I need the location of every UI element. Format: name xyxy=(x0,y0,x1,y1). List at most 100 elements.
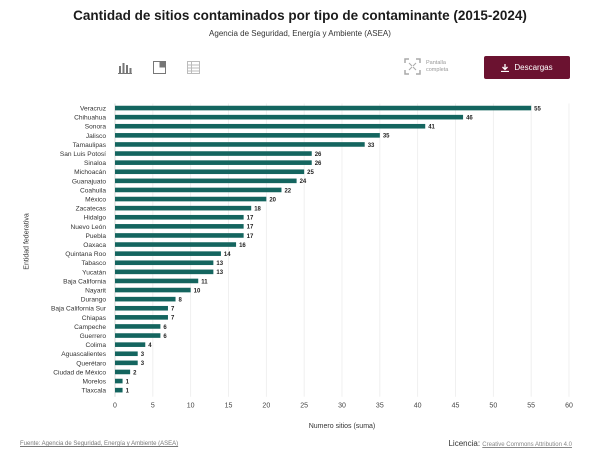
category-label: Sonora xyxy=(85,124,107,131)
bar[interactable] xyxy=(115,142,365,147)
category-label: Tamaulipas xyxy=(73,142,107,149)
bar-value-label: 26 xyxy=(315,161,322,167)
x-tick-label: 60 xyxy=(565,403,573,410)
bar-chart-icon xyxy=(118,62,132,74)
x-axis-title: Numero sitios (suma) xyxy=(309,423,376,430)
bar[interactable] xyxy=(115,178,297,184)
fullscreen-icon xyxy=(404,58,421,75)
x-tick-label: 55 xyxy=(527,403,535,410)
bar[interactable] xyxy=(115,369,131,375)
x-tick-label: 50 xyxy=(489,403,497,410)
x-tick-label: 5 xyxy=(151,403,155,410)
bar[interactable] xyxy=(115,387,123,393)
bar[interactable] xyxy=(115,196,267,202)
bar[interactable] xyxy=(115,324,161,329)
bar-value-label: 20 xyxy=(269,197,276,203)
bar[interactable] xyxy=(115,260,214,266)
table-view-button[interactable] xyxy=(182,56,204,78)
download-icon xyxy=(501,63,510,72)
bar[interactable] xyxy=(115,233,244,238)
bar-value-label: 24 xyxy=(300,179,307,185)
bar-value-label: 10 xyxy=(194,288,201,294)
bar[interactable] xyxy=(115,105,532,111)
category-label: Chihuahua xyxy=(74,115,106,122)
bar[interactable] xyxy=(115,187,282,193)
x-tick-label: 15 xyxy=(225,403,233,410)
x-tick-label: 35 xyxy=(376,403,384,410)
x-tick-label: 45 xyxy=(452,403,460,410)
source-link[interactable]: Fuente: Agencia de Seguridad, Energía y … xyxy=(20,441,179,447)
bar[interactable] xyxy=(115,123,426,129)
table-icon xyxy=(186,60,200,74)
bar-value-label: 3 xyxy=(141,361,145,367)
bar-value-label: 7 xyxy=(171,307,175,313)
bar[interactable] xyxy=(115,278,199,284)
download-label: Descargas xyxy=(514,63,553,72)
bar-value-label: 25 xyxy=(307,170,314,176)
bar-value-label: 4 xyxy=(148,343,152,349)
bar-value-label: 33 xyxy=(368,143,375,149)
bar[interactable] xyxy=(115,114,464,120)
bar[interactable] xyxy=(115,269,214,275)
category-label: Puebla xyxy=(85,233,106,240)
category-label: Colima xyxy=(85,342,106,349)
download-button[interactable]: Descargas xyxy=(484,56,570,79)
category-label: Baja California xyxy=(63,278,106,285)
bar[interactable] xyxy=(115,360,138,366)
bar-value-label: 7 xyxy=(171,316,175,322)
fullscreen-button[interactable]: Pantalla completa xyxy=(404,58,462,75)
category-label: Nuevo León xyxy=(70,224,106,231)
category-label: Veracruz xyxy=(80,105,106,112)
bar[interactable] xyxy=(115,224,244,229)
bar-chart-view-button[interactable] xyxy=(114,56,136,78)
bar-value-label: 18 xyxy=(254,206,261,212)
bar[interactable] xyxy=(115,151,312,156)
bar-value-label: 6 xyxy=(163,325,167,331)
license: Licencia: Creative Commons Attribution 4… xyxy=(448,439,572,448)
bar[interactable] xyxy=(115,315,168,320)
category-label: Morelos xyxy=(83,378,107,385)
bar-value-label: 3 xyxy=(141,352,145,358)
x-tick-label: 30 xyxy=(338,403,346,410)
category-label: Ciudad de México xyxy=(53,369,106,376)
bar-value-label: 17 xyxy=(247,216,254,222)
x-tick-label: 0 xyxy=(113,403,117,410)
license-link[interactable]: Creative Commons Attribution 4.0 xyxy=(482,442,572,448)
bar-value-label: 11 xyxy=(201,279,208,285)
category-label: Tlaxcala xyxy=(81,388,106,395)
license-label: Licencia: xyxy=(448,439,481,448)
category-label: Campeche xyxy=(74,324,106,331)
bar-value-label: 17 xyxy=(247,225,254,231)
category-label: San Luis Potosí xyxy=(60,151,106,158)
bar[interactable] xyxy=(115,378,123,384)
bar[interactable] xyxy=(115,251,221,256)
bar[interactable] xyxy=(115,133,380,138)
category-label: Guanajuato xyxy=(72,178,106,185)
bar[interactable] xyxy=(115,333,161,338)
bar-value-label: 13 xyxy=(216,261,223,267)
bar[interactable] xyxy=(115,296,176,302)
bar[interactable] xyxy=(115,242,237,247)
category-label: Chiapas xyxy=(82,315,107,322)
category-label: México xyxy=(85,196,106,203)
bar[interactable] xyxy=(115,205,252,211)
category-label: Zacatecas xyxy=(76,206,107,213)
bar-value-label: 6 xyxy=(163,334,167,340)
bar[interactable] xyxy=(115,342,146,347)
x-tick-label: 20 xyxy=(262,403,270,410)
bar[interactable] xyxy=(115,214,244,220)
bar-value-label: 8 xyxy=(179,297,183,303)
bar[interactable] xyxy=(115,287,191,293)
bar[interactable] xyxy=(115,160,312,165)
category-label: Jalisco xyxy=(86,133,106,140)
bar-value-label: 13 xyxy=(216,270,223,276)
x-tick-label: 25 xyxy=(300,403,308,410)
bar-value-label: 14 xyxy=(224,252,231,258)
treemap-view-button[interactable] xyxy=(148,56,170,78)
bar[interactable] xyxy=(115,305,168,311)
x-tick-label: 10 xyxy=(187,403,195,410)
bar[interactable] xyxy=(115,169,305,175)
bar[interactable] xyxy=(115,351,138,357)
bar-value-label: 22 xyxy=(284,188,291,194)
category-label: Aguascalientes xyxy=(61,351,106,358)
